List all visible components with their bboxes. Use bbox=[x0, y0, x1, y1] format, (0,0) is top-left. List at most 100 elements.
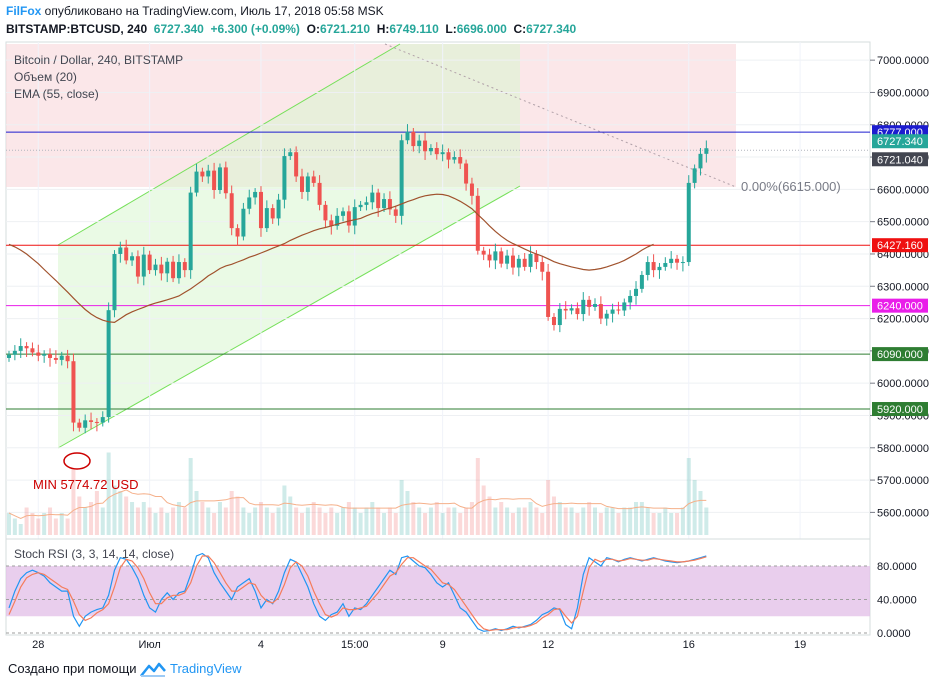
volume-bar bbox=[622, 507, 627, 535]
candle-body bbox=[628, 295, 633, 303]
volume-bar bbox=[83, 507, 88, 535]
volume-bar bbox=[200, 502, 205, 535]
candle-body bbox=[165, 261, 170, 274]
stoch-tick-label: 80.0000 bbox=[877, 561, 917, 573]
volume-bar bbox=[258, 502, 263, 535]
candle-body bbox=[358, 204, 363, 208]
candle-body bbox=[135, 256, 140, 277]
candle-body bbox=[235, 228, 240, 237]
candle-body bbox=[24, 346, 29, 349]
stoch-tick-label: 0.0000 bbox=[877, 628, 911, 640]
trend-dotted-line bbox=[384, 43, 737, 188]
publish-date: опубликовано на TradingView.com, Июль 17… bbox=[41, 4, 384, 18]
min-price-label: MIN 5774.72 USD bbox=[33, 477, 139, 492]
volume-bar bbox=[276, 507, 281, 535]
volume-bar bbox=[587, 502, 592, 535]
volume-bar bbox=[522, 507, 527, 535]
candle-body bbox=[241, 208, 246, 237]
candle-body bbox=[663, 263, 668, 267]
stoch-tick-label: 40.0000 bbox=[877, 595, 917, 607]
candle-body bbox=[540, 262, 545, 272]
candle-body bbox=[675, 258, 680, 263]
candle-body bbox=[452, 157, 457, 160]
volume-bar bbox=[399, 480, 404, 535]
x-tick-label: Июл bbox=[138, 639, 160, 651]
x-tick-label: 9 bbox=[440, 639, 446, 651]
candle-body bbox=[423, 140, 428, 152]
volume-bar bbox=[235, 496, 240, 535]
candle-body bbox=[446, 152, 451, 160]
candle-body bbox=[182, 262, 187, 271]
volume-bar bbox=[112, 485, 117, 535]
volume-bar bbox=[370, 502, 375, 535]
volume-bar bbox=[387, 507, 392, 535]
volume-bar bbox=[352, 507, 357, 535]
volume-bar bbox=[118, 491, 123, 535]
candle-body bbox=[94, 421, 99, 423]
volume-bar bbox=[593, 507, 597, 535]
candle-body bbox=[475, 195, 480, 251]
last-price: 6727.340 bbox=[153, 22, 204, 36]
candle-body bbox=[294, 152, 299, 177]
channel-fill bbox=[58, 44, 520, 448]
y-tick-label: 6200.0000 bbox=[877, 314, 929, 326]
candle-body bbox=[393, 209, 398, 216]
candle-body bbox=[657, 266, 662, 271]
candle-body bbox=[59, 355, 64, 360]
volume-bar bbox=[680, 507, 685, 535]
chart-header: FilFox опубликовано на TradingView.com, … bbox=[0, 0, 941, 40]
volume-bar bbox=[516, 507, 521, 535]
symbol-label: BITSTAMP:BTCUSD, 240 bbox=[6, 22, 148, 36]
volume-bar bbox=[358, 513, 363, 535]
volume-bar bbox=[188, 458, 193, 535]
created-with-text: Создано при помощи bbox=[8, 661, 137, 676]
volume-bar bbox=[428, 507, 433, 535]
volume-bar bbox=[94, 491, 99, 535]
tradingview-brand[interactable]: TradingView bbox=[170, 661, 242, 676]
publish-info: FilFox опубликовано на TradingView.com, … bbox=[6, 4, 384, 18]
candle-body bbox=[258, 191, 263, 229]
chart-canvas[interactable]: MIN 5774.72 USD 0.00%(6615.000) Bitcoin … bbox=[0, 40, 941, 652]
candle-body bbox=[493, 251, 498, 261]
candle-body bbox=[18, 346, 23, 351]
volume-bar bbox=[604, 507, 609, 535]
candle-body bbox=[130, 256, 135, 261]
channel-upper-line bbox=[57, 43, 401, 246]
candle-body bbox=[77, 422, 82, 428]
volume-bar bbox=[534, 507, 539, 535]
candle-body bbox=[487, 254, 492, 261]
y-tick-label: 6900.0000 bbox=[877, 87, 929, 99]
candle-body bbox=[176, 262, 181, 279]
price-tag-label: 5920.000 bbox=[877, 404, 923, 416]
candle-body bbox=[680, 262, 685, 264]
candle-body bbox=[505, 255, 510, 264]
y-tick-label: 7000.0000 bbox=[877, 55, 929, 67]
volume-bar bbox=[452, 507, 457, 535]
candle-body bbox=[481, 250, 486, 255]
volume-bar bbox=[194, 491, 199, 535]
volume-bar bbox=[411, 502, 416, 535]
candle-body bbox=[604, 313, 609, 319]
volume-bar bbox=[42, 513, 47, 535]
footer: Создано при помощи TradingView bbox=[0, 652, 941, 688]
volume-bar bbox=[12, 518, 17, 535]
candle-body bbox=[698, 153, 703, 169]
volume-bar bbox=[329, 507, 334, 535]
volume-bar bbox=[77, 496, 82, 535]
low-value: 6696.000 bbox=[456, 22, 507, 36]
tradingview-logo-icon[interactable] bbox=[140, 659, 166, 679]
candle-body bbox=[434, 148, 439, 155]
open-value: 6721.210 bbox=[319, 22, 371, 36]
x-tick-label: 16 bbox=[683, 639, 695, 651]
volume-bar bbox=[30, 513, 35, 535]
candle-body bbox=[48, 354, 53, 358]
candle-body bbox=[106, 310, 111, 418]
volume-bar bbox=[171, 507, 176, 535]
candle-body bbox=[557, 308, 562, 326]
price-tag bbox=[872, 402, 928, 417]
author-name[interactable]: FilFox bbox=[6, 4, 42, 18]
volume-bar bbox=[335, 513, 340, 535]
candle-body bbox=[71, 361, 76, 423]
volume-bar bbox=[153, 513, 158, 535]
price-tag bbox=[872, 298, 928, 313]
